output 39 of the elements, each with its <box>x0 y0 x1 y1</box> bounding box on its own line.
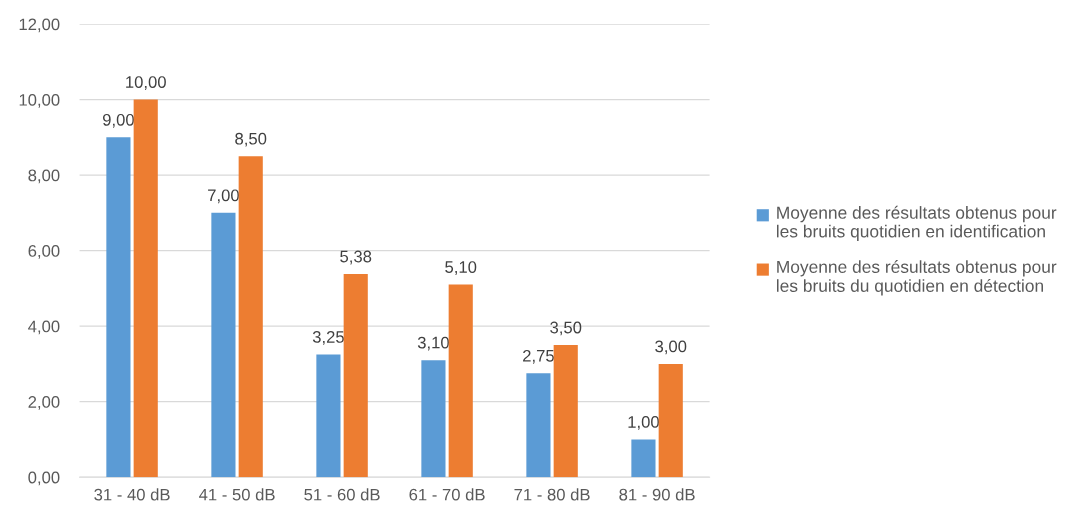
bar <box>658 363 683 478</box>
bar <box>211 212 236 478</box>
data-label: 3,10 <box>417 336 449 351</box>
data-label: 5,10 <box>445 261 477 275</box>
x-tick-label: 41 - 50 dB <box>199 488 275 501</box>
x-tick-label: 71 - 80 dB <box>514 488 590 501</box>
y-tick-label: 12,00 <box>19 18 60 33</box>
bar <box>238 156 263 478</box>
data-label: 3,25 <box>312 331 344 345</box>
data-label: 7,00 <box>208 189 239 204</box>
x-tick-label: 51 - 60 dB <box>304 488 380 501</box>
data-label: 2,75 <box>523 349 554 364</box>
y-tick-label: 0,00 <box>28 471 60 486</box>
data-label: 3,50 <box>550 321 582 336</box>
bar <box>421 360 446 478</box>
data-label: 10,00 <box>126 76 166 90</box>
x-tick-label: 61 - 70 dB <box>409 488 485 501</box>
bar <box>316 354 341 478</box>
bar <box>133 99 158 478</box>
bar <box>553 345 578 478</box>
y-tick-label: 10,00 <box>19 93 60 108</box>
legend-label: Moyenne des résultats obtenus pour les bruits du quotidien en détection <box>776 260 1057 296</box>
bar <box>526 373 551 478</box>
data-label: 5,38 <box>340 250 372 265</box>
bar <box>343 274 368 478</box>
data-label: 9,00 <box>102 113 134 128</box>
bar <box>631 439 656 478</box>
x-tick-label: 31 - 40 dB <box>94 488 170 501</box>
x-tick-label: 81 - 90 dB <box>619 488 695 501</box>
y-tick-label: 6,00 <box>28 245 60 259</box>
y-tick-label: 2,00 <box>28 396 60 410</box>
data-label: 8,50 <box>235 132 267 147</box>
bar <box>106 137 131 478</box>
data-label: 1,00 <box>628 415 660 430</box>
legend-label: Moyenne des résultats obtenus pour les bruits quotidien en identification <box>776 205 1057 241</box>
bar <box>448 284 473 478</box>
y-tick-label: 4,00 <box>28 320 60 335</box>
y-tick-label: 8,00 <box>28 169 60 184</box>
data-label: 3,00 <box>655 340 687 355</box>
